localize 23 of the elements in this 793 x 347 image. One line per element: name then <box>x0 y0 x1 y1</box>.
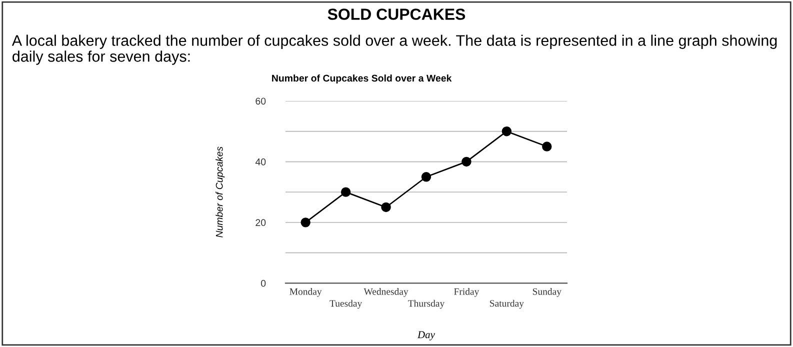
point <box>542 142 552 152</box>
x-tick-label: Saturday <box>490 300 524 309</box>
y-tick-label: 0 <box>261 280 266 287</box>
x-tick-label: Thursday <box>408 300 445 309</box>
point <box>340 187 351 197</box>
text: A local bakery tracked the number of cupcakes sold over a week. The data is represented in a line graph showing daily sales for seven days: <box>12 34 777 65</box>
point <box>421 172 432 182</box>
y-tick-label: 40 <box>255 158 266 166</box>
point <box>502 126 512 136</box>
y-tick-label: 60 <box>256 98 266 105</box>
chart-title: Number of Cupcakes Sold over a Week <box>272 74 452 84</box>
x-tick-label: Tuesday <box>330 300 362 309</box>
x-tick-label: Wednesday <box>364 288 408 297</box>
x-axis-title: Day <box>417 331 435 340</box>
x-tick-label: Monday <box>290 288 322 297</box>
point <box>300 218 310 228</box>
point <box>462 156 472 167</box>
x-tick-label: Sunday <box>532 288 562 297</box>
y-axis-title: Number of Cupcakes <box>216 146 225 238</box>
point <box>381 202 391 212</box>
y-tick-label: 20 <box>256 219 266 226</box>
text: SOLD CUPCAKES <box>328 8 466 20</box>
x-tick-label: Friday <box>454 288 480 297</box>
